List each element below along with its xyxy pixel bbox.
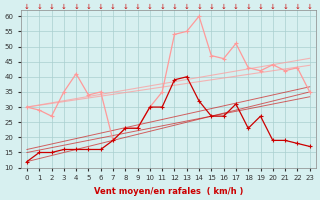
X-axis label: Vent moyen/en rafales  ( km/h ): Vent moyen/en rafales ( km/h ) — [94, 187, 243, 196]
